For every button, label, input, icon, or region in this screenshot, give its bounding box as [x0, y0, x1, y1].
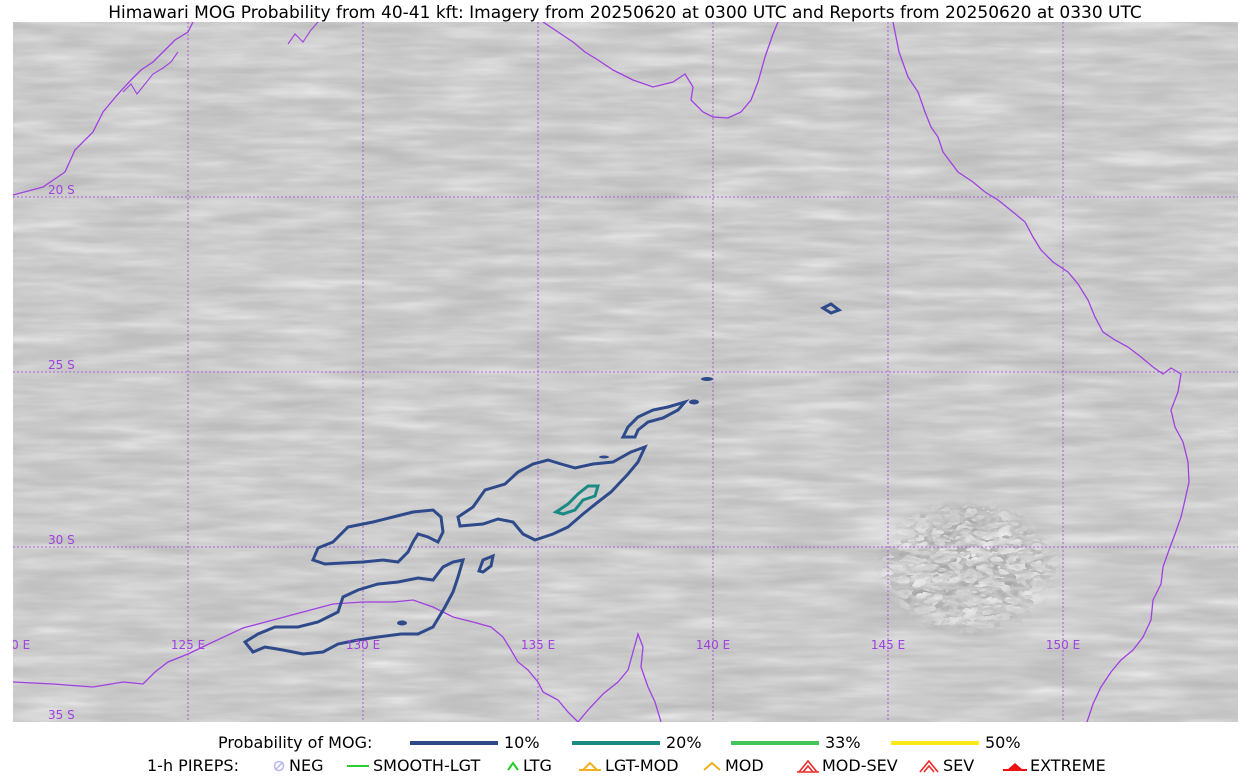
coastline-kimberley — [122, 51, 179, 95]
legend-50pct: 50% — [891, 733, 1021, 752]
lat-label: 30 S — [48, 533, 75, 547]
coastline-gulf — [542, 22, 779, 119]
contour-10pct-southwest — [242, 558, 466, 656]
coastline-top-end — [287, 22, 319, 45]
pirep-extreme: EXTREME — [1003, 756, 1106, 775]
lon-label: 125 E — [171, 638, 205, 652]
lon-label: 135 E — [521, 638, 555, 652]
filled-caret-icon — [1003, 762, 1027, 771]
coastline-south — [13, 599, 579, 722]
legend-50pct-swatch — [891, 740, 979, 745]
legend-50pct-label: 50% — [985, 733, 1021, 752]
pirep-smooth-lgt: SMOOTH-LGT — [347, 756, 480, 775]
pirep-extreme-label: EXTREME — [1030, 756, 1106, 775]
contour-10pct-east-arm — [456, 444, 648, 542]
caret-bar-icon — [579, 761, 601, 771]
pirep-smooth-lgt-label: SMOOTH-LGT — [373, 756, 481, 775]
pirep-neg: NEG — [272, 756, 323, 775]
mog-probability-contours[interactable] — [242, 302, 843, 656]
map-title: Himawari MOG Probability from 40-41 kft:… — [108, 3, 1142, 23]
legend-33pct-label: 33% — [825, 733, 861, 752]
legend-10pct: 10% — [410, 733, 540, 752]
double-caret-icon — [919, 759, 939, 773]
pirep-legend-title: 1-h PIREPS: — [147, 756, 239, 775]
lat-label: 35 S — [48, 708, 75, 722]
pirep-legend: 1-h PIREPS: NEG SMOOTH-LGT LTG LGT-MOD M… — [0, 756, 1250, 776]
pirep-ltg: LTG — [506, 756, 552, 775]
contour-10pct-blob-1 — [701, 377, 713, 381]
lon-label: 145 E — [871, 638, 905, 652]
legend-33pct-swatch — [731, 740, 819, 745]
legend-33pct: 33% — [731, 733, 861, 752]
contour-10pct-north-arm — [620, 399, 690, 439]
contour-10pct-blob-4 — [397, 620, 407, 626]
legend-10pct-swatch — [410, 740, 498, 745]
contour-10pct-blob-3 — [599, 455, 609, 459]
line-icon — [347, 764, 369, 767]
coastline — [13, 22, 1190, 722]
lon-label: 120 E — [13, 638, 30, 652]
probability-legend-title: Probability of MOG: — [218, 733, 373, 752]
pirep-mod-sev-label: MOD-SEV — [822, 756, 898, 775]
coastline-spencer-gulf — [577, 631, 662, 722]
legend-20pct: 20% — [572, 733, 702, 752]
contour-20pct — [552, 484, 601, 516]
grid-labels: 120 E 125 E 130 E 135 E 140 E 145 E 150 E 20 S 2… — [13, 183, 1080, 722]
double-caret-icon — [797, 759, 819, 773]
satellite-map[interactable]: 120 E 125 E 130 E 135 E 140 E 145 E 150 E 20 S 2… — [13, 22, 1238, 722]
lat-label: 25 S — [48, 358, 75, 372]
contour-10pct-middle-west — [310, 508, 445, 566]
caret-icon — [703, 761, 721, 771]
contour-10pct-small-1 — [477, 553, 496, 574]
legend-10pct-label: 10% — [504, 733, 540, 752]
lon-label: 150 E — [1046, 638, 1080, 652]
pirep-ltg-label: LTG — [523, 756, 552, 775]
coastline-northwest — [13, 22, 194, 196]
lat-lon-grid — [13, 22, 1238, 722]
lon-label: 130 E — [346, 638, 380, 652]
contour-10pct-small-2 — [819, 302, 843, 315]
pirep-neg-label: NEG — [289, 756, 324, 775]
probability-legend: Probability of MOG: 10% 20% 33% 50% — [0, 733, 1250, 753]
legend-20pct-label: 20% — [666, 733, 702, 752]
lat-label: 20 S — [48, 183, 75, 197]
pirep-sev-label: SEV — [943, 756, 975, 775]
neg-circle-icon — [273, 760, 285, 771]
caret-icon — [507, 760, 519, 771]
pirep-mod-sev: MOD-SEV — [797, 756, 898, 775]
legend-20pct-swatch — [572, 740, 660, 745]
lon-label: 140 E — [696, 638, 730, 652]
pirep-lgt-mod: LGT-MOD — [578, 756, 679, 775]
pirep-mod: MOD — [702, 756, 764, 775]
contour-10pct-blob-2 — [689, 399, 699, 405]
pirep-lgt-mod-label: LGT-MOD — [605, 756, 679, 775]
pirep-mod-label: MOD — [725, 756, 764, 775]
coastline-east — [892, 22, 1190, 722]
pirep-sev: SEV — [918, 756, 974, 775]
